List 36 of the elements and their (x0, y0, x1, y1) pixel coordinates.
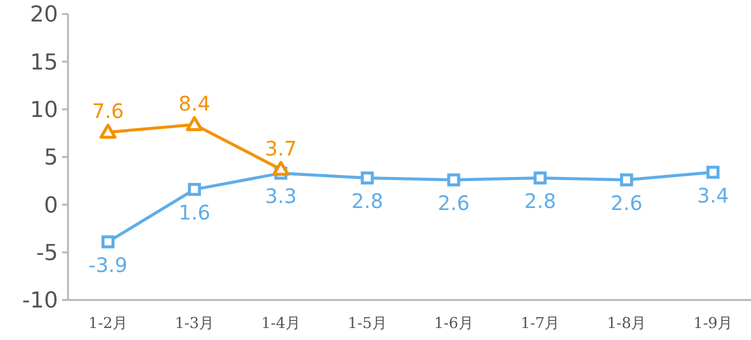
x-tick-label: 1-8月 (606, 314, 646, 332)
point (100, 124, 116, 139)
x-tick-label: 1-5月 (348, 314, 387, 332)
y-tick-label: 15 (30, 50, 58, 76)
x-tick-label: 1-7月 (520, 314, 560, 332)
x-tick-label: 1-9月 (693, 314, 733, 332)
y-tick-label: -5 (36, 241, 58, 266)
data-label: 2.6 (610, 190, 642, 215)
data-label: 7.6 (92, 99, 124, 124)
y-tick-label: 20 (30, 2, 58, 28)
data-label: 3.3 (264, 184, 297, 208)
x-tick-label: 1-3月 (174, 314, 214, 332)
y-tick-label: 10 (30, 98, 58, 124)
point (102, 235, 114, 248)
data-label: 3.7 (264, 136, 297, 160)
y-tick-label: 5 (44, 146, 58, 171)
data-label: 8.4 (178, 92, 210, 116)
y-tick-label: -10 (22, 288, 58, 314)
y-tick-label: 0 (44, 193, 58, 218)
point (447, 173, 460, 186)
point (186, 116, 203, 132)
point (360, 171, 374, 184)
data-label: 1.6 (178, 200, 210, 224)
point (188, 182, 201, 196)
point (534, 171, 547, 184)
point (272, 160, 290, 176)
data-label: 3.4 (697, 183, 729, 208)
data-label: -3.9 (88, 252, 128, 277)
data-label: 2.8 (351, 188, 384, 213)
data-label: 2.8 (524, 188, 556, 213)
x-tick-label: 1-6月 (434, 314, 474, 332)
data-label: 2.6 (438, 190, 470, 215)
x-tick-label: 1-4月 (261, 314, 300, 332)
point (706, 166, 720, 179)
x-tick-label: 1-2月 (88, 314, 128, 332)
point (620, 173, 634, 186)
